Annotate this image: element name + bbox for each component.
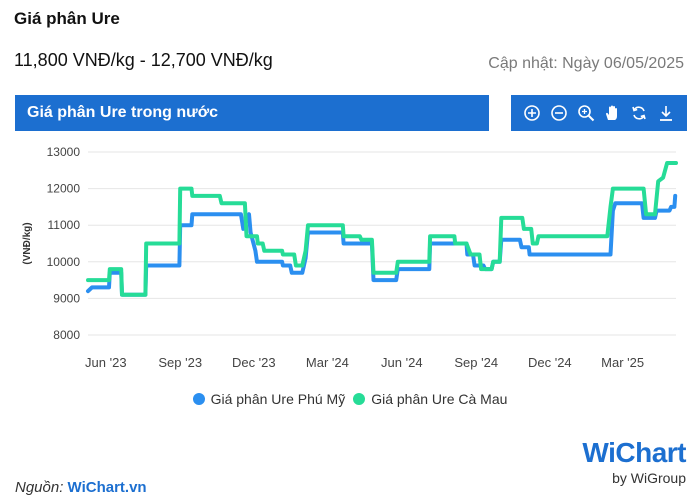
x-tick-label: Jun '24 [381, 355, 423, 370]
download-icon[interactable] [656, 103, 676, 123]
y-tick-label: 8000 [53, 328, 80, 342]
y-tick-label: 12000 [47, 182, 81, 196]
price-line-chart: 8000 9000 10000 11000 12000 13000 (VNĐ/kg) Jun … [22, 145, 678, 370]
legend-item-ca-mau[interactable]: Giá phân Ure Cà Mau [353, 391, 507, 407]
x-tick-label: Dec '24 [528, 355, 572, 370]
source-note: Nguồn: WiChart.vn [15, 479, 147, 496]
legend-item-phu-my[interactable]: Giá phân Ure Phú Mỹ [192, 391, 346, 407]
x-tick-label: Dec '23 [232, 355, 276, 370]
update-date: Cập nhật: Ngày 06/05/2025 [488, 55, 684, 72]
source-link[interactable]: WiChart.vn [67, 479, 147, 496]
y-axis-label: (VNĐ/kg) [22, 222, 33, 264]
price-range: 11,800 VNĐ/kg - 12,700 VNĐ/kg [14, 50, 273, 70]
y-tick-label: 10000 [47, 255, 81, 269]
chart-toolbar [511, 95, 687, 131]
series-line-ca-mau [86, 161, 678, 297]
page-title: Giá phân Ure [14, 9, 120, 28]
series-line-phu-my [86, 193, 678, 297]
x-tick-label: Sep '23 [158, 355, 202, 370]
zoom-in-icon[interactable] [522, 103, 542, 123]
pan-hand-icon[interactable] [602, 103, 622, 123]
x-tick-label: Mar '25 [601, 355, 644, 370]
chart-banner: Giá phân Ure trong nước [15, 95, 489, 131]
x-tick-label: Jun '23 [85, 355, 127, 370]
magnifier-icon[interactable] [576, 103, 596, 123]
legend-label-phu-my: Giá phân Ure Phú Mỹ [210, 391, 346, 407]
legend-swatch-phu-my [192, 393, 205, 405]
wichart-logo: WiChart by WiGroup [582, 437, 686, 487]
legend-swatch-ca-mau [353, 393, 366, 405]
y-tick-label: 11000 [48, 218, 81, 232]
zoom-out-icon[interactable] [549, 103, 569, 123]
y-tick-label: 13000 [47, 145, 81, 159]
reset-icon[interactable] [629, 103, 649, 123]
logo-text: WiChart [582, 437, 686, 468]
legend-label-ca-mau: Giá phân Ure Cà Mau [371, 391, 508, 407]
x-tick-label: Mar '24 [306, 355, 349, 370]
chart-legend: Giá phân Ure Phú Mỹ Giá phân Ure Cà Mau [0, 391, 700, 407]
source-label: Nguồn: [15, 479, 64, 496]
y-tick-label: 9000 [53, 291, 80, 305]
logo-subtext: by WiGroup [612, 470, 686, 486]
x-tick-label: Sep '24 [454, 355, 498, 370]
chart-banner-label: Giá phân Ure trong nước [27, 104, 218, 121]
